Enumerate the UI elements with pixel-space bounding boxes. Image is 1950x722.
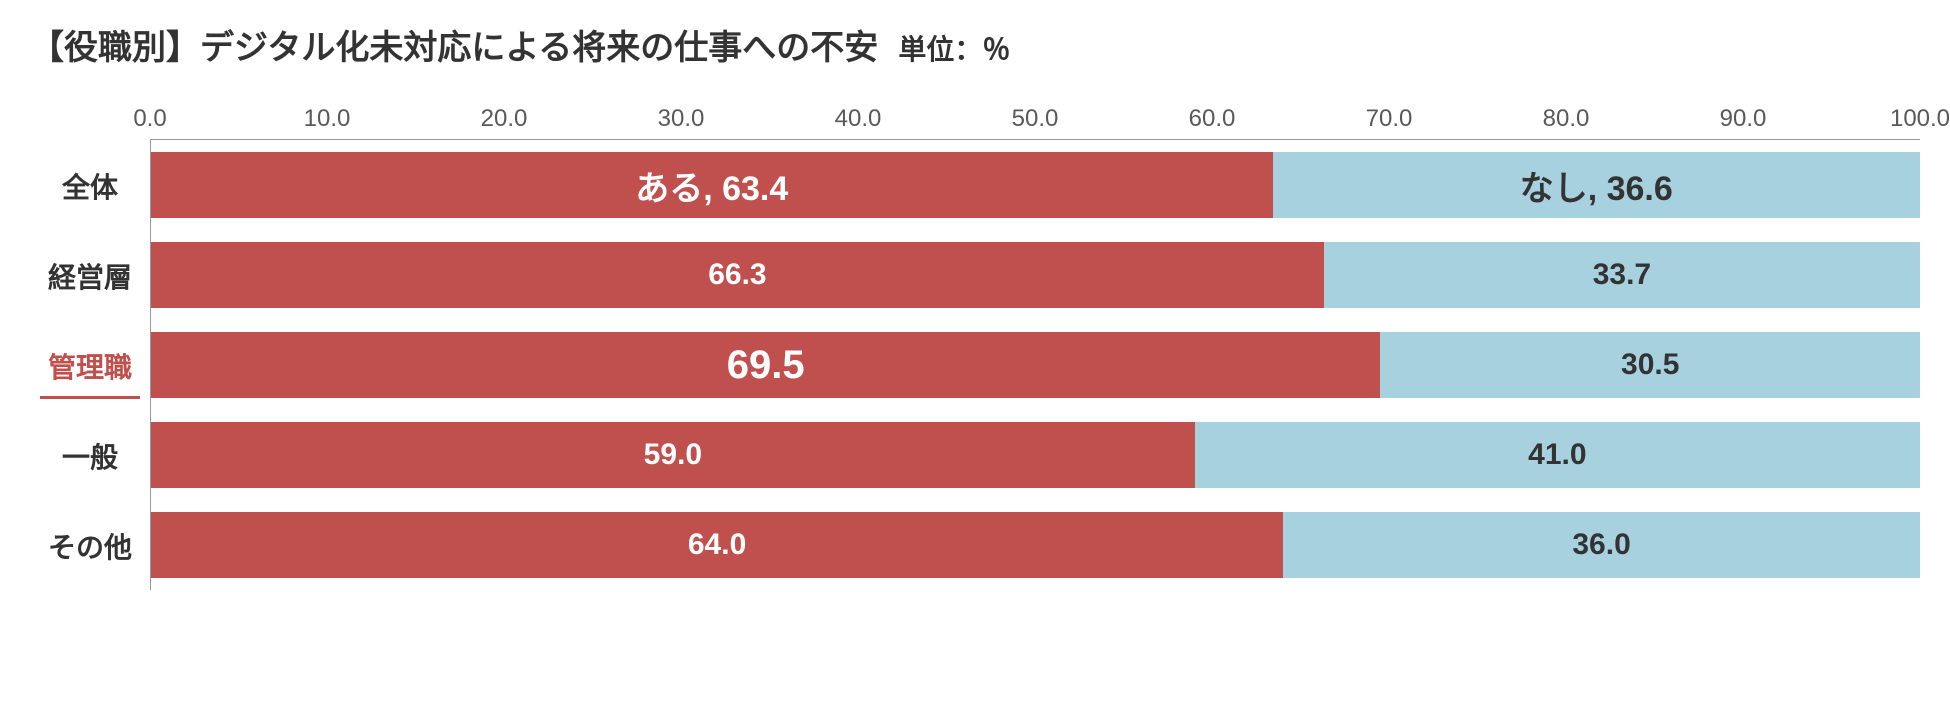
bar-segment-no: 41.0: [1195, 422, 1920, 488]
y-category-label: 一般: [30, 411, 150, 501]
bar-segment-yes: 66.3: [151, 242, 1324, 308]
x-tick-label: 90.0: [1720, 105, 1767, 133]
y-category-label: 経営層: [30, 231, 150, 321]
x-tick-label: 100.0: [1890, 105, 1950, 133]
chart-container: 【役職別】デジタル化未対応による将来の仕事への不安 単位：％ 全体経営層管理職一…: [30, 20, 1920, 591]
x-tick-label: 40.0: [835, 105, 882, 133]
x-tick-label: 20.0: [481, 105, 528, 133]
title-row: 【役職別】デジタル化未対応による将来の仕事への不安 単位：％: [30, 20, 1920, 69]
y-category-label: その他: [30, 501, 150, 591]
chart-body: 全体経営層管理職一般その他 0.0 10.0 20.0 30.0 40.0 50.0 60.…: [30, 99, 1920, 591]
chart-title: 【役職別】デジタル化未対応による将来の仕事への不安: [30, 20, 878, 69]
bar-segment-yes: 64.0: [151, 512, 1283, 578]
x-tick-label: 50.0: [1012, 105, 1059, 133]
bar-segment-yes: 59.0: [151, 422, 1195, 488]
bar-row: 59.041.0: [151, 410, 1920, 500]
plot-area: 0.010.020.030.040.050.060.070.080.090.01…: [150, 99, 1920, 591]
x-tick-label: 30.0: [658, 105, 705, 133]
x-tick-label: 80.0: [1543, 105, 1590, 133]
x-tick-label: 60.0: [1189, 105, 1236, 133]
bar-row: ある, 63.4なし, 36.6: [151, 140, 1920, 230]
y-category-label: 管理職: [30, 321, 150, 411]
bar-row: 69.530.5: [151, 320, 1920, 410]
bar-segment-yes: ある, 63.4: [151, 152, 1273, 218]
bars-area: ある, 63.4なし, 36.666.333.769.530.559.041.0…: [150, 140, 1920, 590]
y-category-label: 全体: [30, 141, 150, 231]
y-axis-labels: 全体経営層管理職一般その他: [30, 99, 150, 591]
bar-segment-no: 36.0: [1283, 512, 1920, 578]
bar-row: 66.333.7: [151, 230, 1920, 320]
x-axis: 0.010.020.030.040.050.060.070.080.090.01…: [150, 99, 1920, 140]
x-tick-label: 70.0: [1366, 105, 1413, 133]
bar-segment-yes: 69.5: [151, 332, 1380, 398]
x-tick-label: 0.0: [133, 105, 166, 133]
bar-segment-no: 33.7: [1324, 242, 1920, 308]
bar-row: 64.036.0: [151, 500, 1920, 590]
x-tick-label: 10.0: [304, 105, 351, 133]
bar-segment-no: なし, 36.6: [1273, 152, 1920, 218]
chart-unit: 単位：％: [898, 28, 1010, 68]
bar-segment-no: 30.5: [1380, 332, 1920, 398]
